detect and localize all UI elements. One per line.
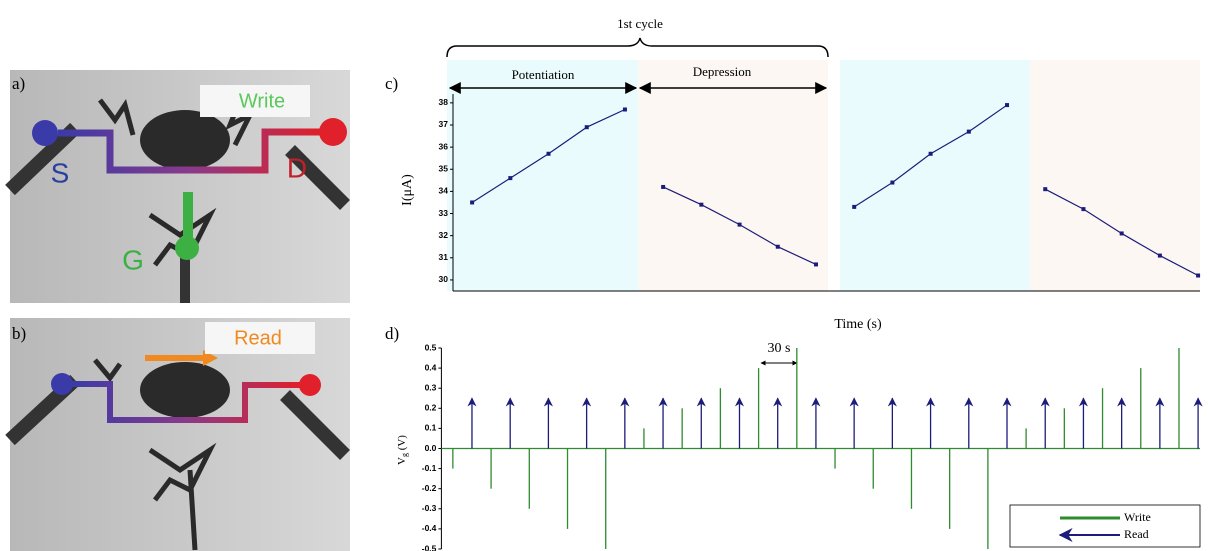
y-axis-label: I(μA)	[400, 174, 415, 206]
photo-read: Read	[5, 318, 350, 551]
terminal-label: D	[287, 152, 307, 183]
drain-pad	[299, 374, 321, 396]
panel-label: a)	[12, 74, 25, 93]
data-point	[508, 176, 513, 181]
data-point	[813, 262, 818, 267]
phase-region	[1030, 60, 1200, 291]
y-tick-label: 31	[439, 252, 449, 262]
y-tick-label: -0.4	[422, 523, 437, 533]
dendrite	[140, 362, 230, 418]
y-tick-label: 30	[439, 274, 449, 284]
terminal-label: S	[51, 157, 70, 188]
photo-write: Write S D G	[5, 70, 350, 303]
cycle-label: 1st cycle	[617, 16, 663, 31]
data-point	[661, 184, 666, 189]
y-tick-label: 0.0	[425, 443, 437, 453]
data-point	[1157, 253, 1162, 258]
source-pad	[51, 373, 73, 395]
gate-pad	[175, 236, 199, 260]
phase-label: Potentiation	[512, 67, 575, 82]
data-point	[1005, 103, 1010, 108]
data-point	[890, 180, 895, 185]
y-tick-label: 0.5	[425, 342, 437, 352]
x-axis-label: Time (s)	[834, 317, 882, 332]
channel	[72, 381, 300, 423]
y-tick-label: -0.2	[422, 483, 437, 493]
data-point	[584, 125, 589, 130]
phase-label: Depression	[693, 64, 752, 79]
data-point	[1196, 273, 1201, 278]
data-point	[775, 244, 780, 249]
y-axis-label-part: (V)	[396, 435, 408, 453]
y-tick-label: 35	[439, 164, 449, 174]
phase-region	[447, 60, 638, 291]
drain-pad	[319, 118, 347, 146]
y-axis-label-part: g	[400, 453, 409, 457]
y-tick-label: 32	[439, 230, 449, 240]
data-point	[546, 151, 551, 156]
data-point	[622, 107, 627, 112]
y-tick-label: 36	[439, 141, 449, 151]
y-tick-label: -0.3	[422, 503, 437, 513]
y-tick-label: 0.1	[425, 423, 437, 433]
electrode	[5, 122, 80, 196]
data-point	[928, 151, 933, 156]
panel-label: c)	[385, 74, 398, 93]
caption: Read	[234, 327, 282, 349]
channel	[58, 128, 320, 174]
dendrite	[93, 358, 217, 551]
phase-region	[840, 60, 1030, 291]
legend-label: Read	[1124, 527, 1149, 541]
data-point	[852, 204, 857, 209]
data-point	[1119, 231, 1124, 236]
y-tick-label: 0.4	[425, 362, 437, 372]
dendrite	[140, 110, 230, 170]
phase-region	[638, 60, 828, 291]
source-pad	[32, 120, 58, 146]
y-axis-label: Vg (V)	[396, 435, 409, 465]
data-point	[699, 202, 704, 207]
data-point	[1043, 187, 1048, 192]
interval-label: 30 s	[768, 341, 791, 356]
y-tick-label: 34	[439, 186, 449, 196]
y-tick-label: 0.3	[425, 382, 437, 392]
legend-label: Write	[1124, 510, 1151, 524]
y-tick-label: 37	[439, 119, 449, 129]
terminal-label: G	[122, 244, 144, 275]
electrode	[280, 390, 350, 460]
cycle-brace	[446, 37, 829, 58]
y-tick-label: -0.1	[422, 463, 437, 473]
panel-label: d)	[385, 324, 399, 343]
legend-box	[1009, 504, 1201, 548]
y-tick-label: -0.5	[422, 543, 437, 551]
data-point	[1081, 207, 1086, 212]
panel-label: b)	[12, 324, 26, 343]
y-tick-label: 33	[439, 208, 449, 218]
data-point	[737, 222, 742, 227]
caption-box	[200, 85, 310, 117]
y-tick-label: 38	[439, 97, 449, 107]
electrode	[285, 145, 350, 210]
caption-box	[205, 322, 315, 354]
caption: Write	[239, 90, 285, 112]
y-axis-label-part: V	[396, 457, 408, 465]
data-point	[966, 129, 971, 134]
data-point	[470, 200, 475, 205]
y-tick-label: 0.2	[425, 403, 437, 413]
